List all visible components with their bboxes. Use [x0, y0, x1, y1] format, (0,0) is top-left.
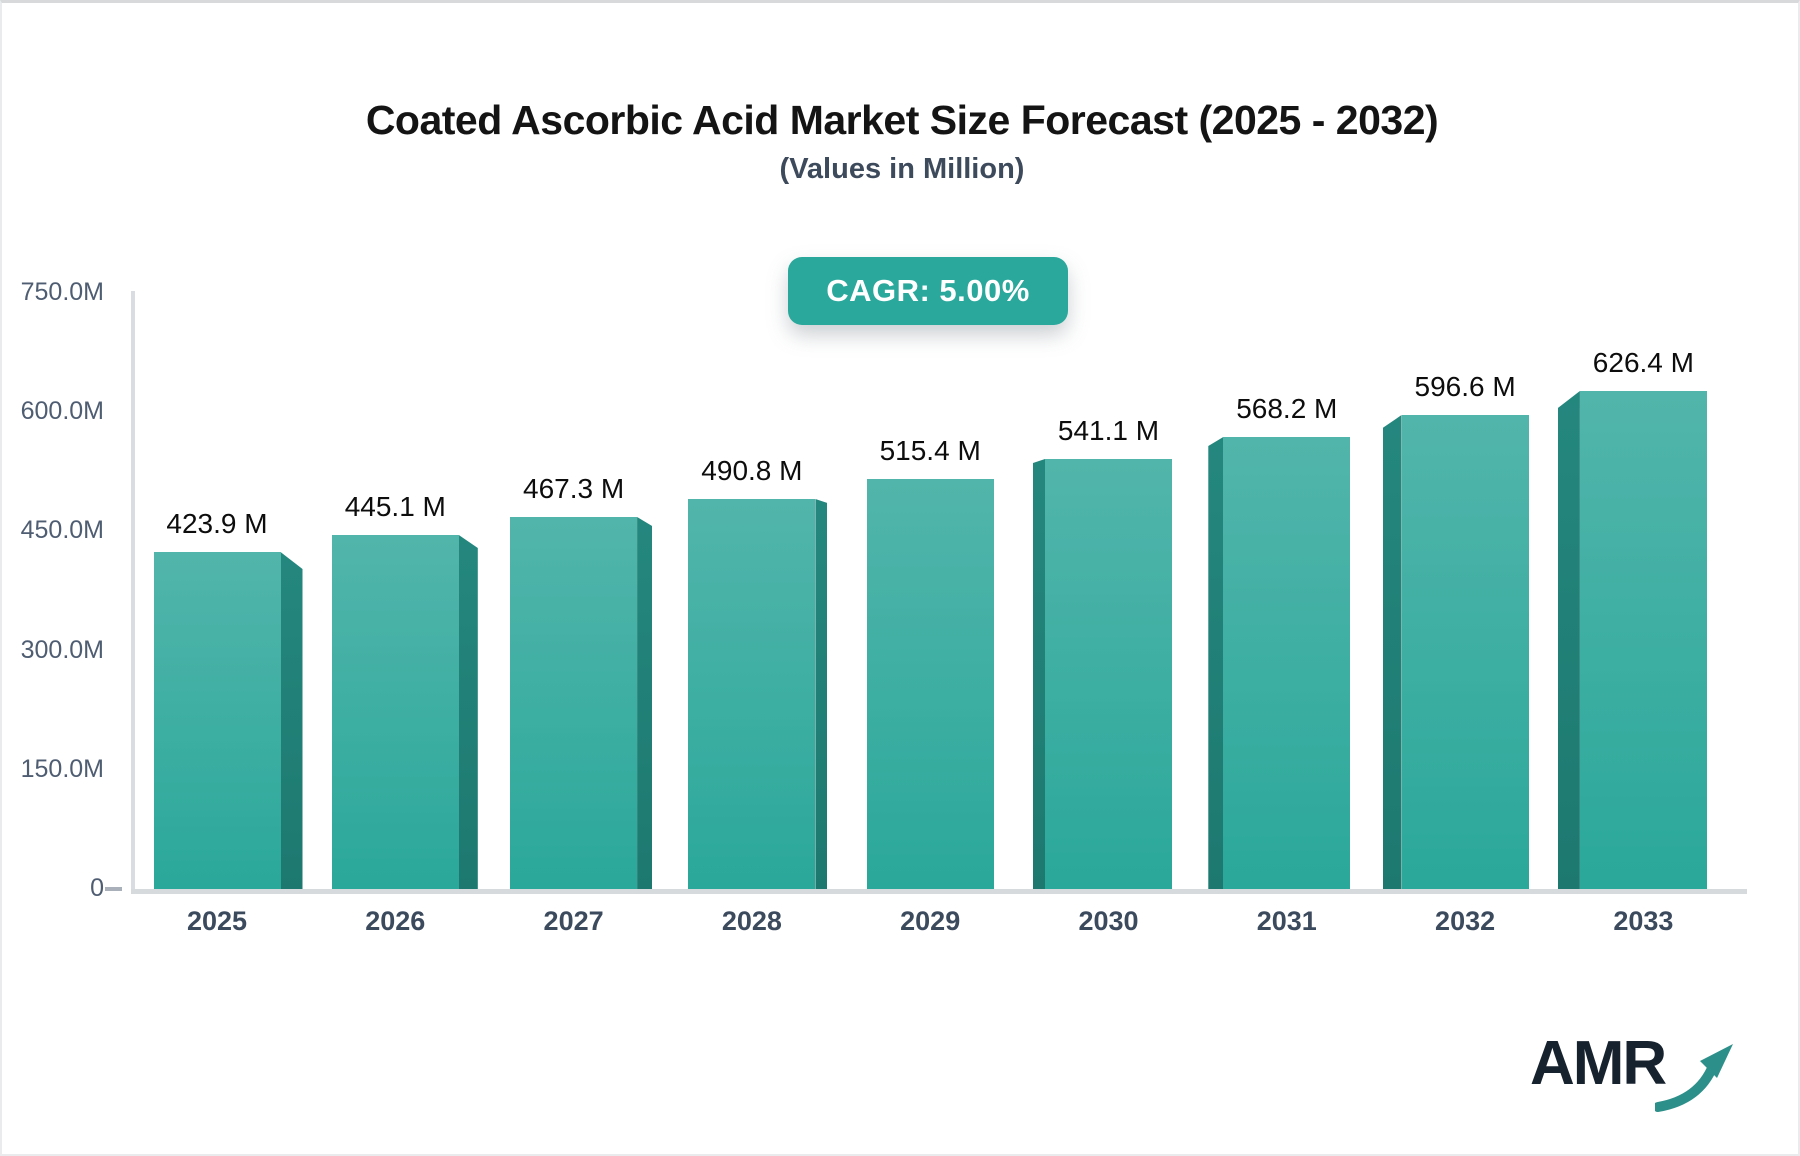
cagr-badge-label: CAGR: 5.00% [826, 273, 1030, 308]
bar-2025 [153, 552, 281, 889]
x-axis-tick-label: 2033 [1613, 906, 1674, 936]
chart-subtitle: (Values in Million) [779, 153, 1025, 185]
x-axis-tick-label: 2032 [1435, 906, 1496, 936]
bar-side-2031 [1208, 437, 1224, 889]
x-axis-baseline [131, 889, 1747, 894]
bar-value-label: 596.6 M [1414, 371, 1516, 402]
y-axis-tick-label: 600.0M [20, 397, 104, 425]
bar-chart-plot-area: 750.0M 600.0M 450.0M 300.0M 150.0M 0 423.9 M 20… [2, 3, 1798, 1154]
x-axis-tick-label: 2027 [543, 906, 604, 936]
bar-value-label: 445.1 M [344, 491, 446, 522]
bar-side-2028 [815, 499, 828, 889]
bar-side-2027 [637, 517, 653, 889]
amr-logo-text: AMR [1530, 1029, 1667, 1098]
zero-tick-mark [105, 887, 122, 891]
x-axis-tick-label: 2028 [721, 906, 782, 936]
bar-value-label: 490.8 M [701, 455, 803, 486]
x-axis-tick-label: 2026 [365, 906, 426, 936]
bar-2026 [331, 535, 459, 889]
bar-side-2032 [1382, 415, 1402, 889]
bar-value-label: 541.1 M [1057, 415, 1160, 446]
bar-value-label: 515.4 M [879, 435, 981, 466]
bar-value-label: 423.9 M [166, 508, 268, 539]
y-axis-tick-label: 750.0M [20, 277, 104, 306]
bar-2033 [1579, 391, 1707, 889]
bar-2029 [866, 479, 994, 889]
y-axis-tick-label: 150.0M [20, 754, 104, 783]
bar-2030 [1045, 459, 1172, 889]
y-axis-tick-label: 450.0M [20, 516, 104, 545]
bar-2027 [510, 517, 638, 889]
amr-logo: AMR [1530, 1033, 1741, 1115]
bar-side-2033 [1557, 391, 1580, 889]
x-axis-tick-label: 2030 [1078, 906, 1139, 936]
x-axis-tick-label: 2025 [186, 906, 248, 936]
x-axis-tick-label: 2031 [1256, 906, 1317, 936]
cagr-badge: CAGR: 5.00% [788, 257, 1068, 325]
bar-value-label: 626.4 M [1592, 347, 1694, 378]
y-axis-tick-label: 0 [90, 874, 104, 902]
bar-2031 [1223, 437, 1351, 889]
bar-2028 [688, 499, 816, 889]
x-axis-tick-label: 2029 [900, 906, 961, 936]
bar-side-2026 [458, 535, 478, 889]
growth-arrow-icon [1655, 1044, 1734, 1112]
y-axis-tick-label: 300.0M [20, 635, 104, 664]
bar-value-label: 467.3 M [523, 473, 625, 504]
chart-title: Coated Ascorbic Acid Market Size Forecas… [365, 97, 1439, 143]
bar-side-2030 [1033, 459, 1045, 889]
bar-side-2025 [280, 552, 303, 889]
bar-2032 [1401, 415, 1529, 889]
y-axis-line [131, 291, 135, 891]
bar-value-label: 568.2 M [1236, 393, 1338, 424]
